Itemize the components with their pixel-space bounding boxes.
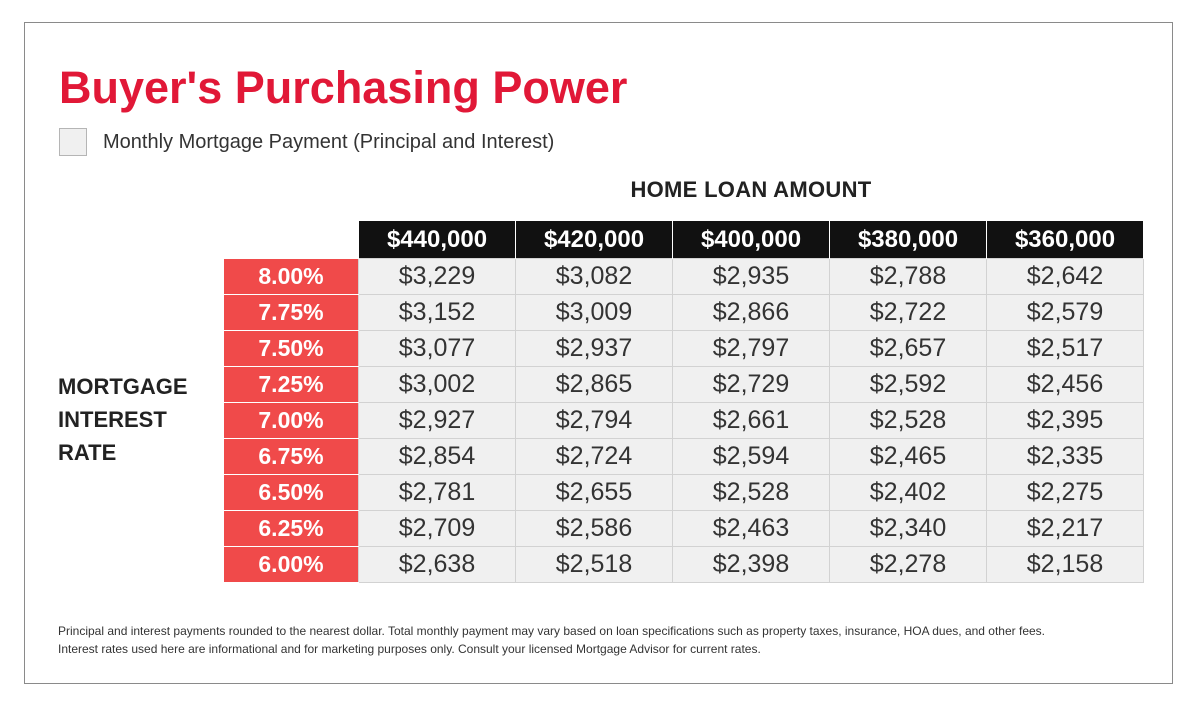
legend-label: Monthly Mortgage Payment (Principal and … — [103, 130, 555, 153]
interest-rate-cell: 6.00% — [224, 546, 359, 583]
footnote-line: Interest rates used here are information… — [58, 641, 761, 656]
interest-rate-cell: 7.50% — [224, 330, 359, 367]
table-row: 7.75% $3,152 $3,009 $2,866 $2,722 $2,579 — [224, 294, 1144, 331]
payment-cell: $2,586 — [515, 510, 673, 547]
payment-cell: $2,592 — [829, 366, 987, 403]
loan-amount-header: $420,000 — [515, 221, 673, 259]
payment-cell: $2,642 — [986, 258, 1144, 295]
payment-cell: $2,638 — [358, 546, 516, 583]
payment-cell: $3,229 — [358, 258, 516, 295]
table-header-row: $440,000 $420,000 $400,000 $380,000 $360… — [224, 221, 1144, 259]
payment-cell: $3,009 — [515, 294, 673, 331]
payment-cell: $2,456 — [986, 366, 1144, 403]
payment-cell: $2,528 — [829, 402, 987, 439]
payment-cell: $2,594 — [672, 438, 830, 475]
payment-cell: $2,866 — [672, 294, 830, 331]
interest-rate-cell: 7.25% — [224, 366, 359, 403]
payment-cell: $2,937 — [515, 330, 673, 367]
payment-cell: $2,927 — [358, 402, 516, 439]
footnote-line: Principal and interest payments rounded … — [58, 624, 1045, 638]
table-row: 6.00% $2,638 $2,518 $2,398 $2,278 $2,158 — [224, 546, 1144, 583]
payment-cell: $2,463 — [672, 510, 830, 547]
payment-table: $440,000 $420,000 $400,000 $380,000 $360… — [224, 221, 1144, 583]
payment-cell: $2,395 — [986, 402, 1144, 439]
row-heading-line: INTEREST — [58, 407, 167, 432]
payment-cell: $2,278 — [829, 546, 987, 583]
interest-rate-cell: 8.00% — [224, 258, 359, 295]
payment-cell: $2,724 — [515, 438, 673, 475]
interest-rate-cell: 7.00% — [224, 402, 359, 439]
loan-amount-header: $380,000 — [829, 221, 987, 259]
loan-amount-header: $360,000 — [986, 221, 1144, 259]
loan-amount-header: $440,000 — [358, 221, 516, 259]
payment-cell: $2,854 — [358, 438, 516, 475]
legend-swatch — [59, 128, 87, 156]
table-row: 6.25% $2,709 $2,586 $2,463 $2,340 $2,217 — [224, 510, 1144, 547]
payment-cell: $2,465 — [829, 438, 987, 475]
payment-cell: $2,661 — [672, 402, 830, 439]
payment-cell: $2,217 — [986, 510, 1144, 547]
payment-cell: $2,935 — [672, 258, 830, 295]
payment-cell: $2,797 — [672, 330, 830, 367]
payment-cell: $2,655 — [515, 474, 673, 511]
table-row: 7.25% $3,002 $2,865 $2,729 $2,592 $2,456 — [224, 366, 1144, 403]
payment-cell: $2,340 — [829, 510, 987, 547]
payment-cell: $2,657 — [829, 330, 987, 367]
row-heading-line: RATE — [58, 440, 117, 465]
payment-cell: $2,335 — [986, 438, 1144, 475]
table-row: 7.50% $3,077 $2,937 $2,797 $2,657 $2,517 — [224, 330, 1144, 367]
interest-rate-cell: 6.75% — [224, 438, 359, 475]
payment-cell: $2,579 — [986, 294, 1144, 331]
row-heading: MORTGAGE INTEREST RATE — [58, 370, 188, 469]
payment-cell: $2,275 — [986, 474, 1144, 511]
payment-cell: $2,788 — [829, 258, 987, 295]
legend: Monthly Mortgage Payment (Principal and … — [59, 127, 554, 157]
payment-cell: $2,517 — [986, 330, 1144, 367]
payment-cell: $2,158 — [986, 546, 1144, 583]
payment-cell: $2,709 — [358, 510, 516, 547]
payment-cell: $2,722 — [829, 294, 987, 331]
footnote: Principal and interest payments rounded … — [58, 623, 1148, 658]
table-row: 8.00% $3,229 $3,082 $2,935 $2,788 $2,642 — [224, 258, 1144, 295]
table-row: 6.50% $2,781 $2,655 $2,528 $2,402 $2,275 — [224, 474, 1144, 511]
payment-cell: $3,082 — [515, 258, 673, 295]
payment-cell: $2,518 — [515, 546, 673, 583]
payment-cell: $3,077 — [358, 330, 516, 367]
payment-cell: $2,781 — [358, 474, 516, 511]
payment-cell: $2,865 — [515, 366, 673, 403]
table-corner — [224, 221, 359, 259]
payment-cell: $2,402 — [829, 474, 987, 511]
payment-cell: $3,002 — [358, 366, 516, 403]
interest-rate-cell: 6.50% — [224, 474, 359, 511]
loan-amount-header: $400,000 — [672, 221, 830, 259]
page-title: Buyer's Purchasing Power — [59, 62, 628, 113]
table-row: 7.00% $2,927 $2,794 $2,661 $2,528 $2,395 — [224, 402, 1144, 439]
table-row: 6.75% $2,854 $2,724 $2,594 $2,465 $2,335 — [224, 438, 1144, 475]
payment-cell: $2,528 — [672, 474, 830, 511]
interest-rate-cell: 7.75% — [224, 294, 359, 331]
row-heading-line: MORTGAGE — [58, 374, 188, 399]
column-heading: HOME LOAN AMOUNT — [630, 177, 872, 202]
payment-cell: $2,794 — [515, 402, 673, 439]
payment-cell: $2,729 — [672, 366, 830, 403]
payment-cell: $2,398 — [672, 546, 830, 583]
interest-rate-cell: 6.25% — [224, 510, 359, 547]
payment-cell: $3,152 — [358, 294, 516, 331]
